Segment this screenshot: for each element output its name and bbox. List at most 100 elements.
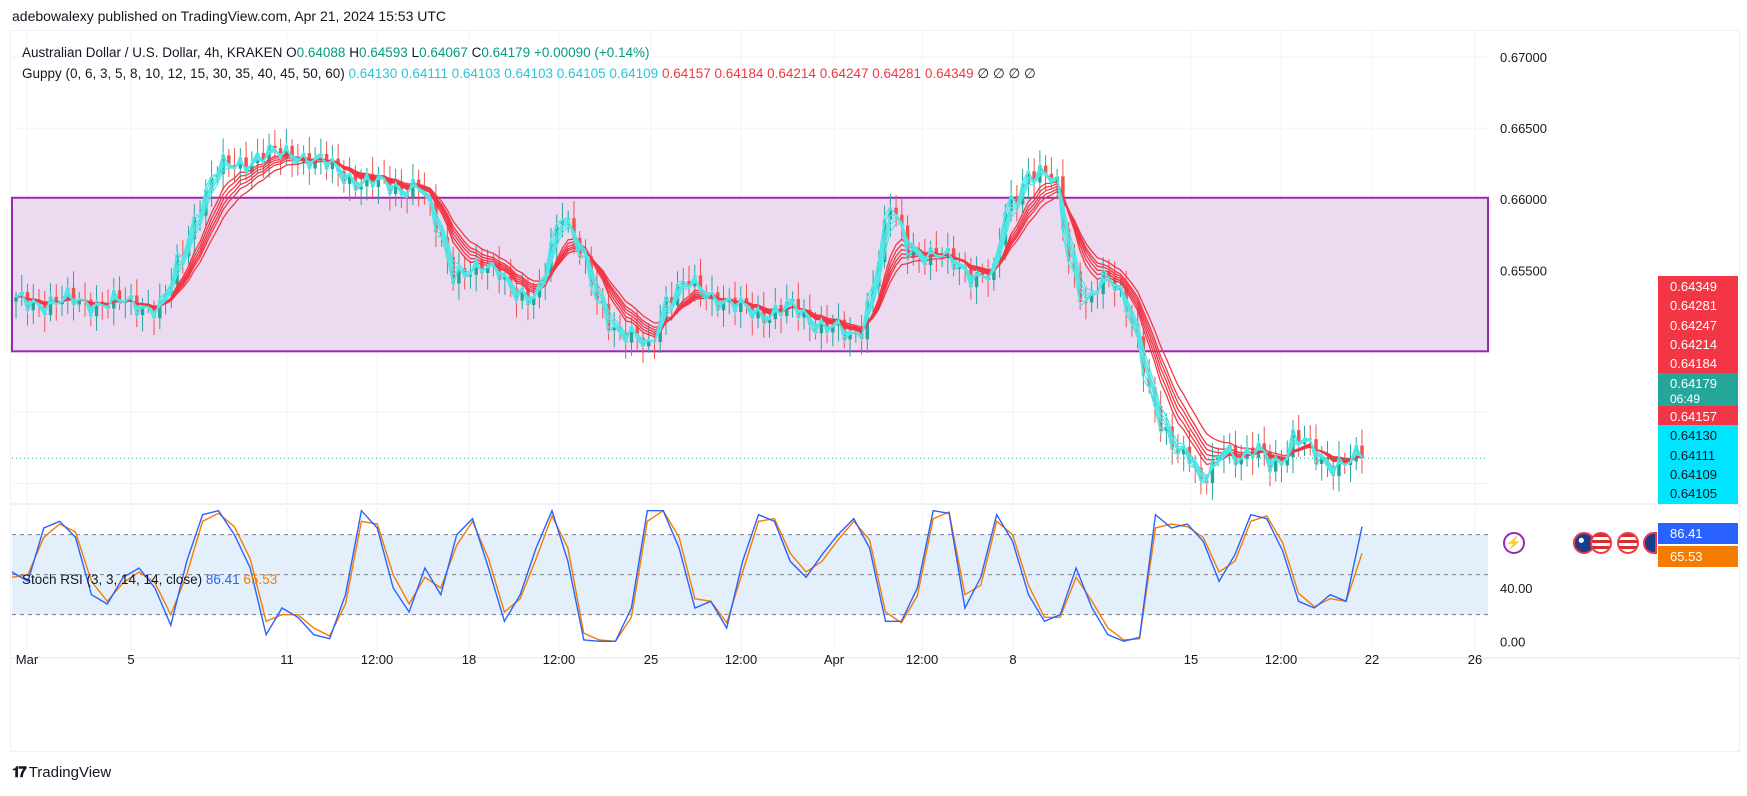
stoch-rsi-d-value: 65.53 (243, 572, 278, 587)
chart-canvas[interactable]: 0.67000 0.66500 0.66000 0.65500 40.00 0.00 Mar… (10, 30, 1740, 752)
candle-body (71, 287, 76, 305)
price-tag: 0.64214 (1658, 334, 1738, 355)
candle-body (140, 307, 145, 316)
candle-body (1181, 446, 1186, 455)
candle-body (158, 300, 162, 319)
open-label: O (286, 45, 297, 60)
stoch-rsi-axis-label: 40.00 (1500, 581, 1533, 596)
candle-body (560, 219, 565, 226)
time-axis-label: Mar (16, 652, 39, 667)
guppy-long-value: 0.64281 (872, 66, 922, 81)
range-zone (11, 196, 1489, 353)
candle-body (974, 272, 979, 288)
high-value: 0.64593 (358, 45, 408, 60)
candle-body (117, 290, 122, 303)
time-axis-label: 25 (644, 652, 658, 667)
time-axis-label: 12:00 (1265, 652, 1298, 667)
guppy-short-value: 0.64105 (556, 66, 606, 81)
price-axis-label: 0.66500 (1500, 121, 1547, 136)
candle-body (1262, 443, 1266, 452)
candle-body (687, 281, 691, 287)
time-axis-label: 8 (1009, 652, 1016, 667)
last-price-tag: 0.64179 (1658, 373, 1738, 394)
time-axis-label: 15 (1184, 652, 1198, 667)
candle-body (647, 340, 651, 347)
time-axis-label: 5 (127, 652, 134, 667)
candle-body (290, 145, 294, 162)
candle-body (54, 296, 58, 305)
guppy-long-ema-line (15, 152, 1363, 466)
candle-body (31, 300, 35, 311)
time-axis-label: 12:00 (906, 652, 939, 667)
guppy-empty-value: ∅ (1024, 66, 1036, 81)
candle-body (278, 148, 283, 159)
price-tag: 0.64157 (1658, 406, 1738, 427)
candle-body (888, 207, 893, 221)
guppy-short-value: 0.64103 (451, 66, 501, 81)
guppy-short-value: 0.64103 (504, 66, 554, 81)
guppy-name: Guppy (0, 6, 3, 5, 8, 10, 12, 15, 30, 35… (22, 66, 345, 81)
guppy-long-value: 0.64184 (714, 66, 764, 81)
candle-body (520, 288, 524, 301)
publisher-caption: adebowalexy published on TradingView.com… (12, 8, 447, 24)
lightning-icon[interactable]: ⚡ (1503, 532, 1525, 554)
stoch-rsi-k-line (11, 508, 1363, 643)
time-axis-label: 12:00 (725, 652, 758, 667)
tradingview-logo-icon: 𝟏𝟕 (12, 764, 27, 781)
candle-body (629, 326, 634, 343)
candle-body (273, 145, 277, 149)
price-tag: 0.64184 (1658, 353, 1738, 374)
candle-body (77, 299, 81, 305)
guppy-short-value: 0.64109 (609, 66, 659, 81)
time-axis-label: Apr (824, 652, 845, 667)
main-legend: Australian Dollar / U.S. Dollar, 4h, KRA… (22, 45, 650, 60)
candle-body (756, 307, 760, 319)
candle-body (1320, 457, 1324, 464)
candle-body (244, 157, 248, 173)
candle-body (227, 155, 231, 165)
low-label: L (411, 45, 420, 60)
usd-flag-icon[interactable] (1617, 532, 1639, 554)
price-axis-label: 0.67000 (1500, 50, 1547, 65)
guppy-short-ema-line (15, 149, 1363, 478)
candle-body (698, 275, 703, 293)
guppy-long-ema-line (15, 158, 1363, 461)
candle-body (635, 326, 639, 338)
guppy-long-ema-line (15, 155, 1363, 462)
candle-body (457, 268, 461, 284)
time-axis-label: 26 (1468, 652, 1482, 667)
candle-body (330, 158, 335, 170)
stoch-rsi-axis-label: 0.00 (1500, 634, 1525, 649)
guppy-long-value: 0.64349 (924, 66, 974, 81)
time-axis-label: 12:00 (361, 652, 394, 667)
candle-body (284, 145, 289, 159)
low-value: 0.64067 (419, 45, 468, 60)
candle-body (94, 301, 99, 317)
countdown-tag: 06:49 (1658, 392, 1738, 406)
candle-body (1112, 277, 1117, 290)
guppy-long-value: 0.64157 (661, 66, 711, 81)
guppy-legend: Guppy (0, 6, 3, 5, 8, 10, 12, 15, 30, 35… (22, 66, 1036, 82)
candle-body (848, 334, 852, 340)
candle-body (1210, 460, 1215, 484)
candle-body (1176, 449, 1180, 455)
candle-body (819, 319, 824, 334)
candle-body (825, 319, 829, 333)
candle-body (48, 296, 53, 316)
candle-body (572, 218, 576, 238)
stoch-rsi-d-line (11, 509, 1363, 643)
guppy-long-ema-line (15, 154, 1363, 462)
guppy-short-value: 0.64130 (348, 66, 398, 81)
change-value: +0.00090 (+0.14%) (533, 45, 650, 60)
candle-body (767, 319, 772, 324)
candle-body (468, 274, 473, 277)
usd-flag-icon[interactable] (1590, 532, 1612, 554)
aud-flag-icon[interactable] (1643, 532, 1657, 554)
close-value: 0.64179 (481, 45, 531, 60)
candle-body (980, 272, 985, 277)
symbol-label: Australian Dollar / U.S. Dollar, 4h, KRA… (22, 45, 283, 60)
chart-frame[interactable]: 0.67000 0.66500 0.66000 0.65500 40.00 0.00 Mar… (10, 30, 1740, 752)
tradingview-logo[interactable]: 𝟏𝟕 TradingView (12, 764, 111, 781)
guppy-long-value: 0.64247 (819, 66, 869, 81)
stoch-rsi-k-value: 86.41 (205, 572, 240, 587)
